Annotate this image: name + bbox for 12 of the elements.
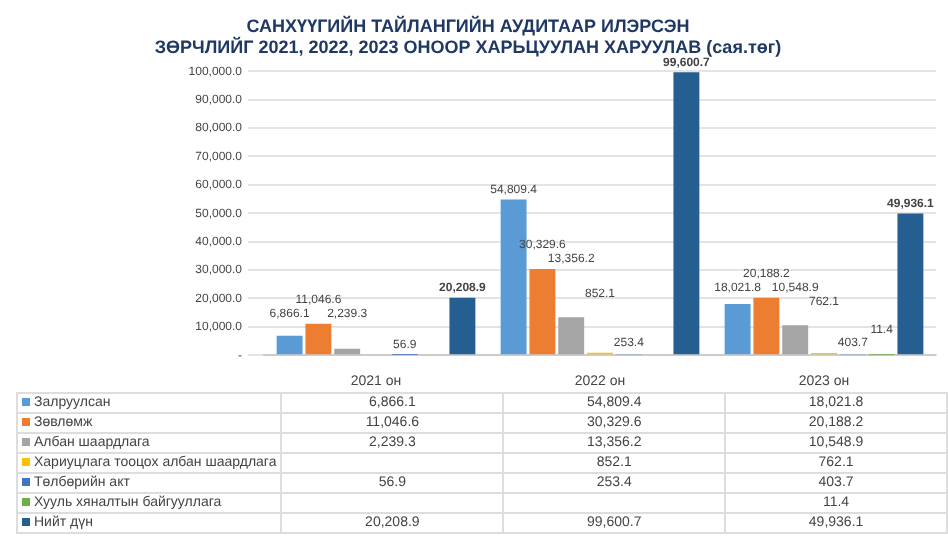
bar <box>529 269 556 355</box>
bar <box>753 297 780 355</box>
bar <box>782 325 809 355</box>
bar <box>334 348 361 355</box>
bar <box>897 213 924 355</box>
bar <box>276 335 303 355</box>
bar <box>724 304 751 355</box>
bar <box>305 323 332 355</box>
bar <box>673 72 700 355</box>
bar <box>449 297 476 355</box>
chart-title: САНХҮҮГИЙН ТАЙЛАНГИЙН АУДИТААР ИЛЭРСЭН ЗӨРЧЛИЙГ 2021, 2022, 2023 ОНООР ХАРЬЦУУЛАН ХАРУУЛАВ (сая.төг) <box>154 13 782 58</box>
bar <box>558 317 585 355</box>
